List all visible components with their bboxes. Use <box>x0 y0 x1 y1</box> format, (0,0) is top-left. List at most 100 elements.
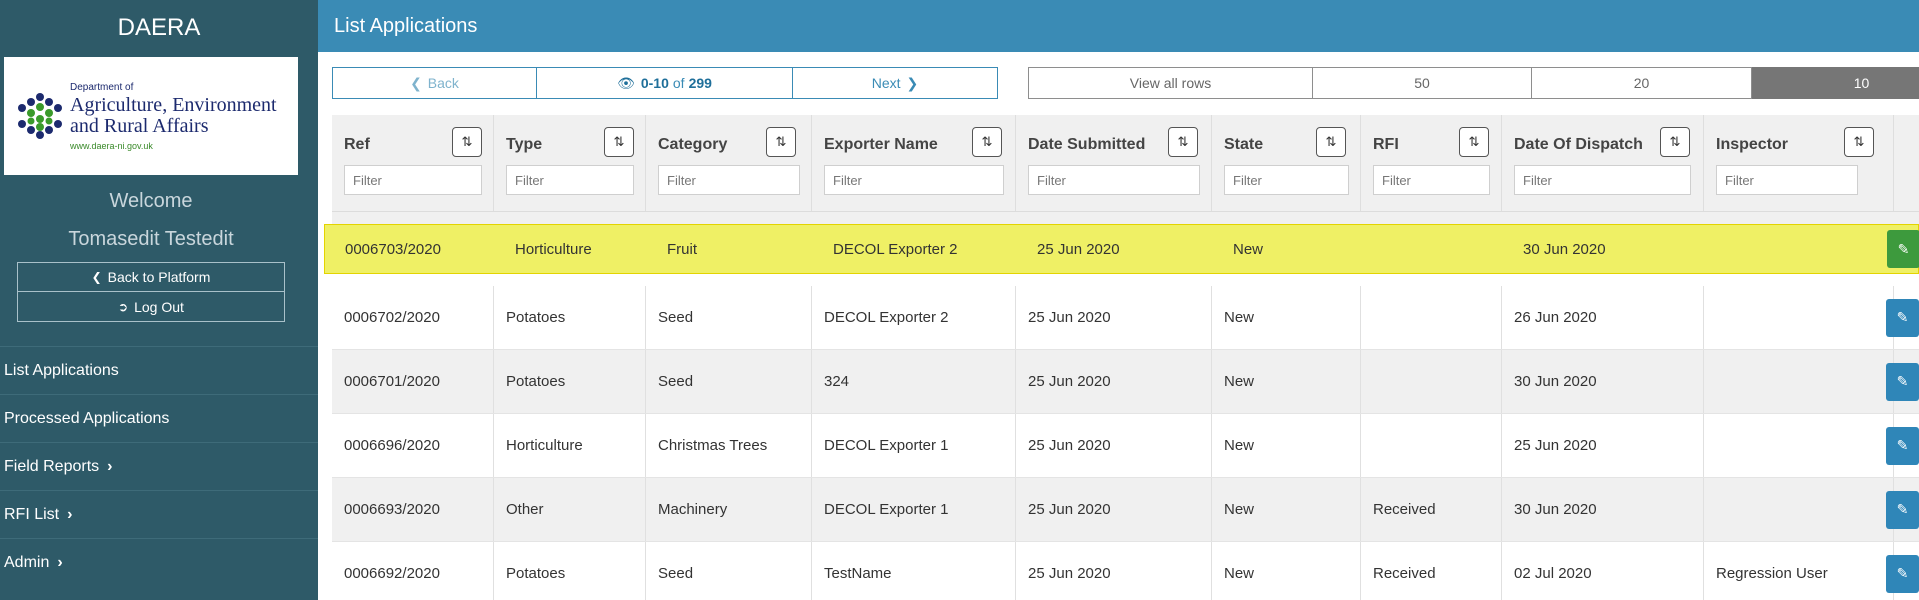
cell-date-submitted: 25 Jun 2020 <box>1037 240 1120 258</box>
back-to-platform-button[interactable]: ❮ Back to Platform <box>17 262 285 291</box>
cell-exporter-name: DECOL Exporter 1 <box>812 414 1016 477</box>
sidebar-item-processed-applications[interactable]: Processed Applications <box>0 394 318 442</box>
page-range: 0-10 <box>640 75 669 91</box>
sort-icon[interactable]: ⇅ <box>972 127 1002 157</box>
column-header-label: Category <box>658 136 728 153</box>
cell-date-of-dispatch: 26 Jun 2020 <box>1502 286 1704 349</box>
sign-out-icon: ➲ <box>118 299 129 314</box>
filter-input-category[interactable] <box>658 165 800 195</box>
filter-input-rfi[interactable] <box>1373 165 1490 195</box>
rows-per-page-selector: View all rows 50 20 10 <box>1028 67 1919 99</box>
filter-input-date-of-dispatch[interactable] <box>1514 165 1691 195</box>
table-row[interactable]: 0006692/2020 Potatoes Seed TestName 25 Jun 2… <box>332 542 1919 600</box>
cell-type: Potatoes <box>494 350 646 413</box>
column-date-of-dispatch: Date Of Dispatch ⇅ <box>1502 115 1704 211</box>
table-row[interactable]: 0006702/2020 Potatoes Seed DECOL Exporter 2… <box>332 286 1919 350</box>
cell-rfi <box>1370 225 1511 273</box>
edit-icon[interactable]: ✎ <box>1886 554 1919 593</box>
cell-category: Seed <box>646 350 812 413</box>
column-header-label: State <box>1224 136 1264 153</box>
sidebar-item-list-applications[interactable]: List Applications <box>0 346 318 394</box>
sort-icon[interactable]: ⇅ <box>1660 127 1690 157</box>
back-page-button[interactable]: ❮ Back <box>332 67 537 99</box>
sort-icon[interactable]: ⇅ <box>604 127 634 157</box>
sidebar-item-label: List Applications <box>4 361 119 379</box>
cell-date-submitted: 25 Jun 2020 <box>1016 478 1212 541</box>
cell-ref: 0006702/2020 <box>332 286 494 349</box>
cell-rfi: Received <box>1361 542 1502 600</box>
column-header-label: Type <box>506 136 543 153</box>
page-title: List Applications <box>334 14 478 37</box>
cell-category: Machinery <box>646 478 812 541</box>
back-page-label: Back <box>427 75 459 91</box>
sidebar: DAERA Department of Agriculture, Environ… <box>0 0 318 600</box>
rows-option-10[interactable]: 10 <box>1752 67 1919 99</box>
filter-input-state[interactable] <box>1224 165 1349 195</box>
cell-date-submitted: 25 Jun 2020 <box>1016 414 1212 477</box>
cell-ref: 0006692/2020 <box>332 542 494 600</box>
filter-input-exporter-name[interactable] <box>824 165 1004 195</box>
sort-icon[interactable]: ⇅ <box>1168 127 1198 157</box>
sort-icon[interactable]: ⇅ <box>766 127 796 157</box>
filter-input-inspector[interactable] <box>1716 165 1858 195</box>
sidebar-item-field-reports[interactable]: Field Reports › <box>0 442 318 490</box>
chevron-right-icon: › <box>107 457 113 475</box>
sidebar-item-rfi-list[interactable]: RFI List › <box>0 490 318 538</box>
cell-rfi: Received <box>1361 478 1502 541</box>
cell-exporter-name: DECOL Exporter 1 <box>812 478 1016 541</box>
column-rfi: RFI ⇅ <box>1361 115 1502 211</box>
cell-type: Horticulture <box>515 240 592 258</box>
chevron-right-icon: › <box>57 553 63 571</box>
cell-exporter-name: 324 <box>812 350 1016 413</box>
table-row[interactable]: 0006693/2020 Other Machinery DECOL Exporter… <box>332 478 1919 542</box>
rows-option-20[interactable]: 20 <box>1532 67 1752 99</box>
edit-icon[interactable]: ✎ <box>1886 362 1919 401</box>
cell-type: Horticulture <box>494 414 646 477</box>
cell-state: New <box>1233 240 1264 258</box>
filter-input-type[interactable] <box>506 165 634 195</box>
cell-inspector <box>1704 414 1894 477</box>
cell-state: New <box>1212 350 1361 413</box>
sort-icon[interactable]: ⇅ <box>452 127 482 157</box>
filter-input-ref[interactable] <box>344 165 482 195</box>
cell-date-of-dispatch: 30 Jun 2020 <box>1502 478 1704 541</box>
edit-icon[interactable]: ✎ <box>1886 426 1919 465</box>
cell-ref: 0006696/2020 <box>332 414 494 477</box>
cell-date-of-dispatch: 30 Jun 2020 <box>1523 240 1606 258</box>
column-header-label: Inspector <box>1716 136 1789 153</box>
edit-icon[interactable]: ✎ <box>1887 230 1919 268</box>
filter-input-date-submitted[interactable] <box>1028 165 1200 195</box>
cell-type: Potatoes <box>494 542 646 600</box>
column-header-label: Ref <box>344 136 370 153</box>
column-exporter-name: Exporter Name ⇅ <box>812 115 1016 211</box>
cell-type: Potatoes <box>494 286 646 349</box>
eye-icon: 👁 <box>617 74 635 91</box>
chevron-right-icon: ❯ <box>906 74 919 91</box>
table-header: Ref ⇅ Type ⇅ Category ⇅ Exporter Name ⇅ … <box>332 115 1919 212</box>
cell-rfi <box>1361 414 1502 477</box>
cell-type: Other <box>494 478 646 541</box>
column-category: Category ⇅ <box>646 115 812 211</box>
cell-date-of-dispatch: 30 Jun 2020 <box>1502 350 1704 413</box>
logo-line2: and Rural Affairs <box>70 114 209 137</box>
log-out-button[interactable]: ➲ Log Out <box>17 291 285 322</box>
edit-icon[interactable]: ✎ <box>1886 298 1919 337</box>
sidebar-item-admin[interactable]: Admin › <box>0 538 318 586</box>
edit-icon[interactable]: ✎ <box>1886 490 1919 529</box>
cell-date-submitted: 25 Jun 2020 <box>1016 350 1212 413</box>
rows-option-all[interactable]: View all rows <box>1028 67 1313 99</box>
chevron-left-icon: ❮ <box>91 270 102 284</box>
next-page-button[interactable]: Next ❯ <box>793 67 998 99</box>
table-row[interactable]: 0006703/2020 Horticulture Fruit DECOL Expor… <box>324 224 1919 274</box>
rows-option-50[interactable]: 50 <box>1313 67 1532 99</box>
sort-icon[interactable]: ⇅ <box>1459 127 1489 157</box>
table-row[interactable]: 0006701/2020 Potatoes Seed 324 25 Jun 2020 Ne… <box>332 350 1919 414</box>
cell-date-submitted: 25 Jun 2020 <box>1016 286 1212 349</box>
cell-exporter-name: TestName <box>812 542 1016 600</box>
chevron-right-icon: › <box>67 505 73 523</box>
sort-icon[interactable]: ⇅ <box>1316 127 1346 157</box>
table-row[interactable]: 0006696/2020 Horticulture Christmas Trees D… <box>332 414 1919 478</box>
cell-rfi <box>1361 286 1502 349</box>
sidebar-item-label: Field Reports <box>4 457 100 475</box>
sort-icon[interactable]: ⇅ <box>1844 127 1874 157</box>
